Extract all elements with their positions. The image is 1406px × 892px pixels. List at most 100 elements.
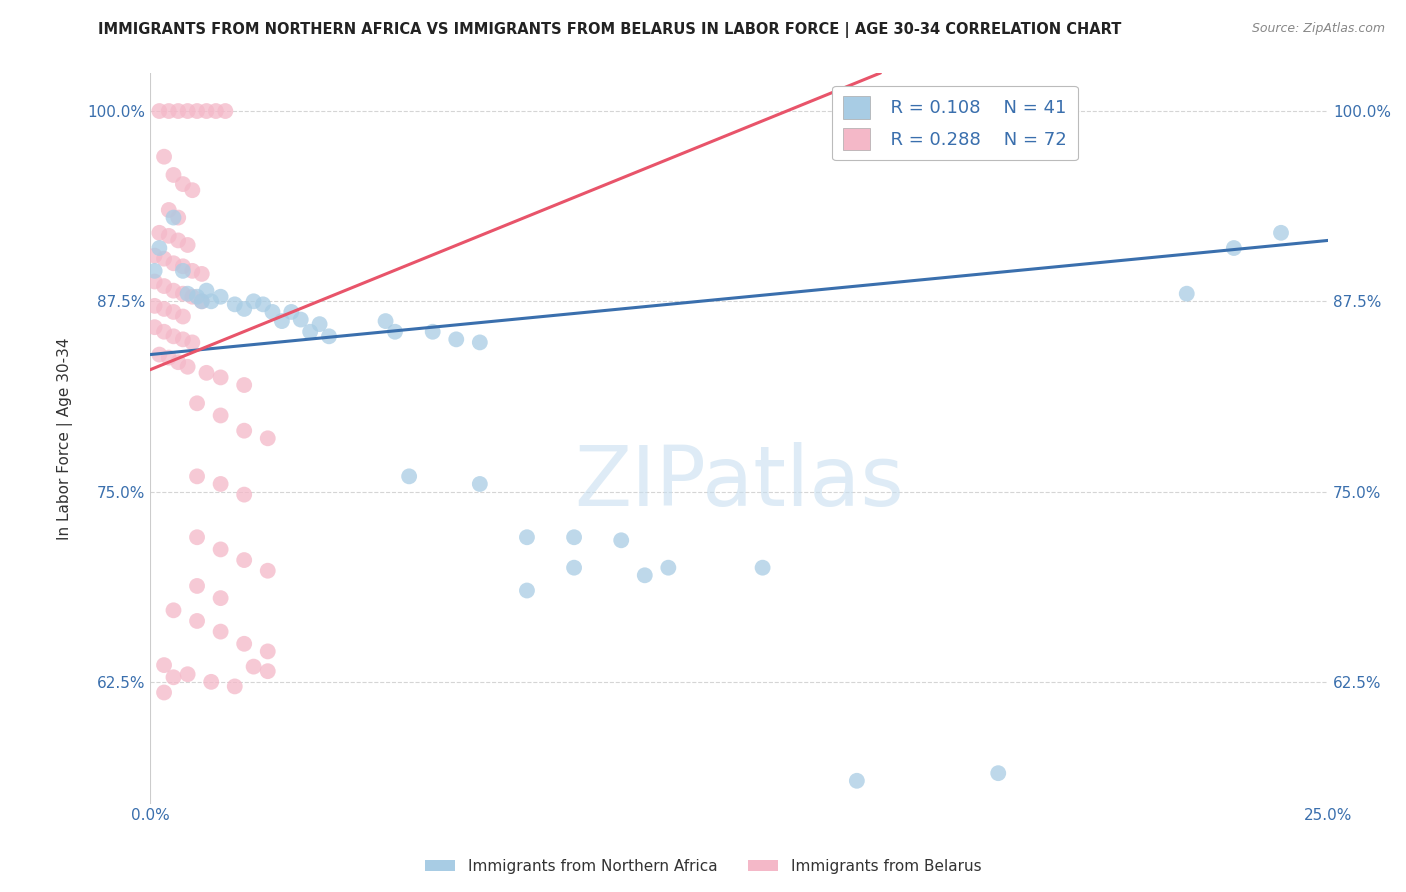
- Point: [157, 103, 180, 118]
- Point: [186, 530, 208, 544]
- Point: [214, 103, 236, 118]
- Point: [209, 409, 232, 423]
- Point: [200, 294, 222, 309]
- Point: [446, 332, 468, 346]
- Point: [167, 234, 190, 248]
- Point: [242, 659, 264, 673]
- Point: [181, 290, 204, 304]
- Legend:   R = 0.108    N = 41,   R = 0.288    N = 72: R = 0.108 N = 41, R = 0.288 N = 72: [832, 86, 1077, 161]
- Point: [143, 320, 166, 334]
- Point: [384, 325, 406, 339]
- Point: [610, 533, 633, 548]
- Point: [181, 183, 204, 197]
- Point: [186, 469, 208, 483]
- Point: [157, 202, 180, 217]
- Point: [186, 290, 208, 304]
- Point: [200, 674, 222, 689]
- Point: [162, 211, 184, 225]
- Point: [153, 301, 176, 316]
- Point: [374, 314, 396, 328]
- Point: [181, 335, 204, 350]
- Point: [562, 560, 585, 574]
- Point: [209, 290, 232, 304]
- Point: [195, 366, 218, 380]
- Point: [1223, 241, 1246, 255]
- Point: [1175, 286, 1198, 301]
- Point: [153, 685, 176, 699]
- Point: [172, 177, 194, 191]
- Point: [143, 264, 166, 278]
- Point: [148, 241, 170, 255]
- Point: [153, 658, 176, 673]
- Point: [233, 378, 256, 392]
- Point: [233, 424, 256, 438]
- Point: [191, 267, 214, 281]
- Point: [157, 228, 180, 243]
- Point: [468, 477, 491, 491]
- Point: [516, 530, 538, 544]
- Point: [233, 488, 256, 502]
- Point: [270, 314, 292, 328]
- Point: [162, 329, 184, 343]
- Point: [176, 286, 198, 301]
- Point: [186, 614, 208, 628]
- Point: [987, 766, 1010, 780]
- Text: ZIPatlas: ZIPatlas: [574, 442, 904, 523]
- Point: [143, 299, 166, 313]
- Point: [162, 256, 184, 270]
- Text: IMMIGRANTS FROM NORTHERN AFRICA VS IMMIGRANTS FROM BELARUS IN LABOR FORCE | AGE : IMMIGRANTS FROM NORTHERN AFRICA VS IMMIG…: [98, 22, 1122, 38]
- Point: [191, 294, 214, 309]
- Point: [167, 103, 190, 118]
- Point: [153, 150, 176, 164]
- Point: [224, 680, 246, 694]
- Point: [143, 275, 166, 289]
- Point: [256, 664, 278, 678]
- Point: [256, 644, 278, 658]
- Point: [468, 335, 491, 350]
- Point: [1270, 226, 1292, 240]
- Point: [233, 637, 256, 651]
- Point: [191, 294, 214, 309]
- Point: [167, 211, 190, 225]
- Point: [256, 431, 278, 445]
- Point: [422, 325, 444, 339]
- Point: [176, 238, 198, 252]
- Point: [233, 301, 256, 316]
- Point: [634, 568, 657, 582]
- Point: [195, 103, 218, 118]
- Point: [209, 370, 232, 384]
- Point: [181, 264, 204, 278]
- Point: [162, 284, 184, 298]
- Point: [751, 560, 773, 574]
- Point: [157, 351, 180, 365]
- Point: [162, 670, 184, 684]
- Legend: Immigrants from Northern Africa, Immigrants from Belarus: Immigrants from Northern Africa, Immigra…: [419, 853, 987, 880]
- Point: [209, 542, 232, 557]
- Point: [562, 530, 585, 544]
- Point: [162, 168, 184, 182]
- Point: [148, 103, 170, 118]
- Point: [172, 310, 194, 324]
- Point: [299, 325, 322, 339]
- Point: [318, 329, 340, 343]
- Point: [176, 359, 198, 374]
- Point: [398, 469, 420, 483]
- Point: [280, 305, 302, 319]
- Point: [176, 103, 198, 118]
- Text: Source: ZipAtlas.com: Source: ZipAtlas.com: [1251, 22, 1385, 36]
- Point: [148, 348, 170, 362]
- Point: [195, 284, 218, 298]
- Point: [242, 294, 264, 309]
- Point: [148, 226, 170, 240]
- Point: [308, 317, 330, 331]
- Point: [262, 305, 284, 319]
- Point: [153, 325, 176, 339]
- Point: [845, 773, 868, 788]
- Point: [209, 477, 232, 491]
- Point: [256, 564, 278, 578]
- Point: [516, 583, 538, 598]
- Point: [153, 279, 176, 293]
- Point: [172, 332, 194, 346]
- Y-axis label: In Labor Force | Age 30-34: In Labor Force | Age 30-34: [58, 337, 73, 540]
- Point: [167, 355, 190, 369]
